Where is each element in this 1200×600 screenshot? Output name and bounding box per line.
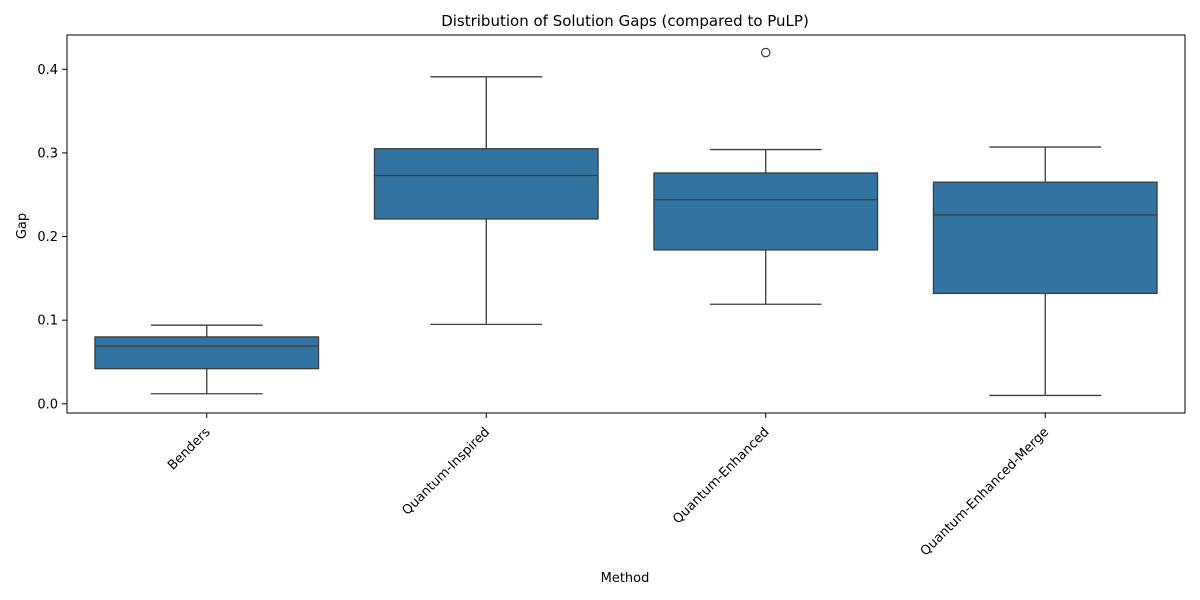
axes-frame xyxy=(66,34,1186,414)
x-axis-label: Method xyxy=(601,571,650,586)
y-tick-label: 0.2 xyxy=(37,230,58,245)
box-iqr xyxy=(932,181,1158,295)
y-axis-label: Gap xyxy=(15,213,30,239)
y-tick-label: 0.1 xyxy=(37,314,58,329)
plot-area: 0.0 0.1 0.2 0.3 0.4 Benders Quantum-Inspired Qu… xyxy=(37,34,1186,559)
chart-title: Distribution of Solution Gaps (compared … xyxy=(441,12,809,30)
x-tick-label: Quantum-Enhanced xyxy=(670,425,772,527)
box-iqr xyxy=(373,148,599,220)
y-tick-label: 0.4 xyxy=(37,63,58,78)
y-tick-label: 0.0 xyxy=(37,397,58,412)
x-tick-label: Benders xyxy=(165,425,214,474)
x-tick-label: Quantum-Inspired xyxy=(399,425,493,519)
box-iqr xyxy=(94,336,320,370)
y-tick-label: 0.3 xyxy=(37,146,58,161)
x-tick-label: Quantum-Enhanced-Merge xyxy=(918,425,1052,559)
outlier-point xyxy=(760,47,771,58)
box-iqr xyxy=(653,172,879,251)
